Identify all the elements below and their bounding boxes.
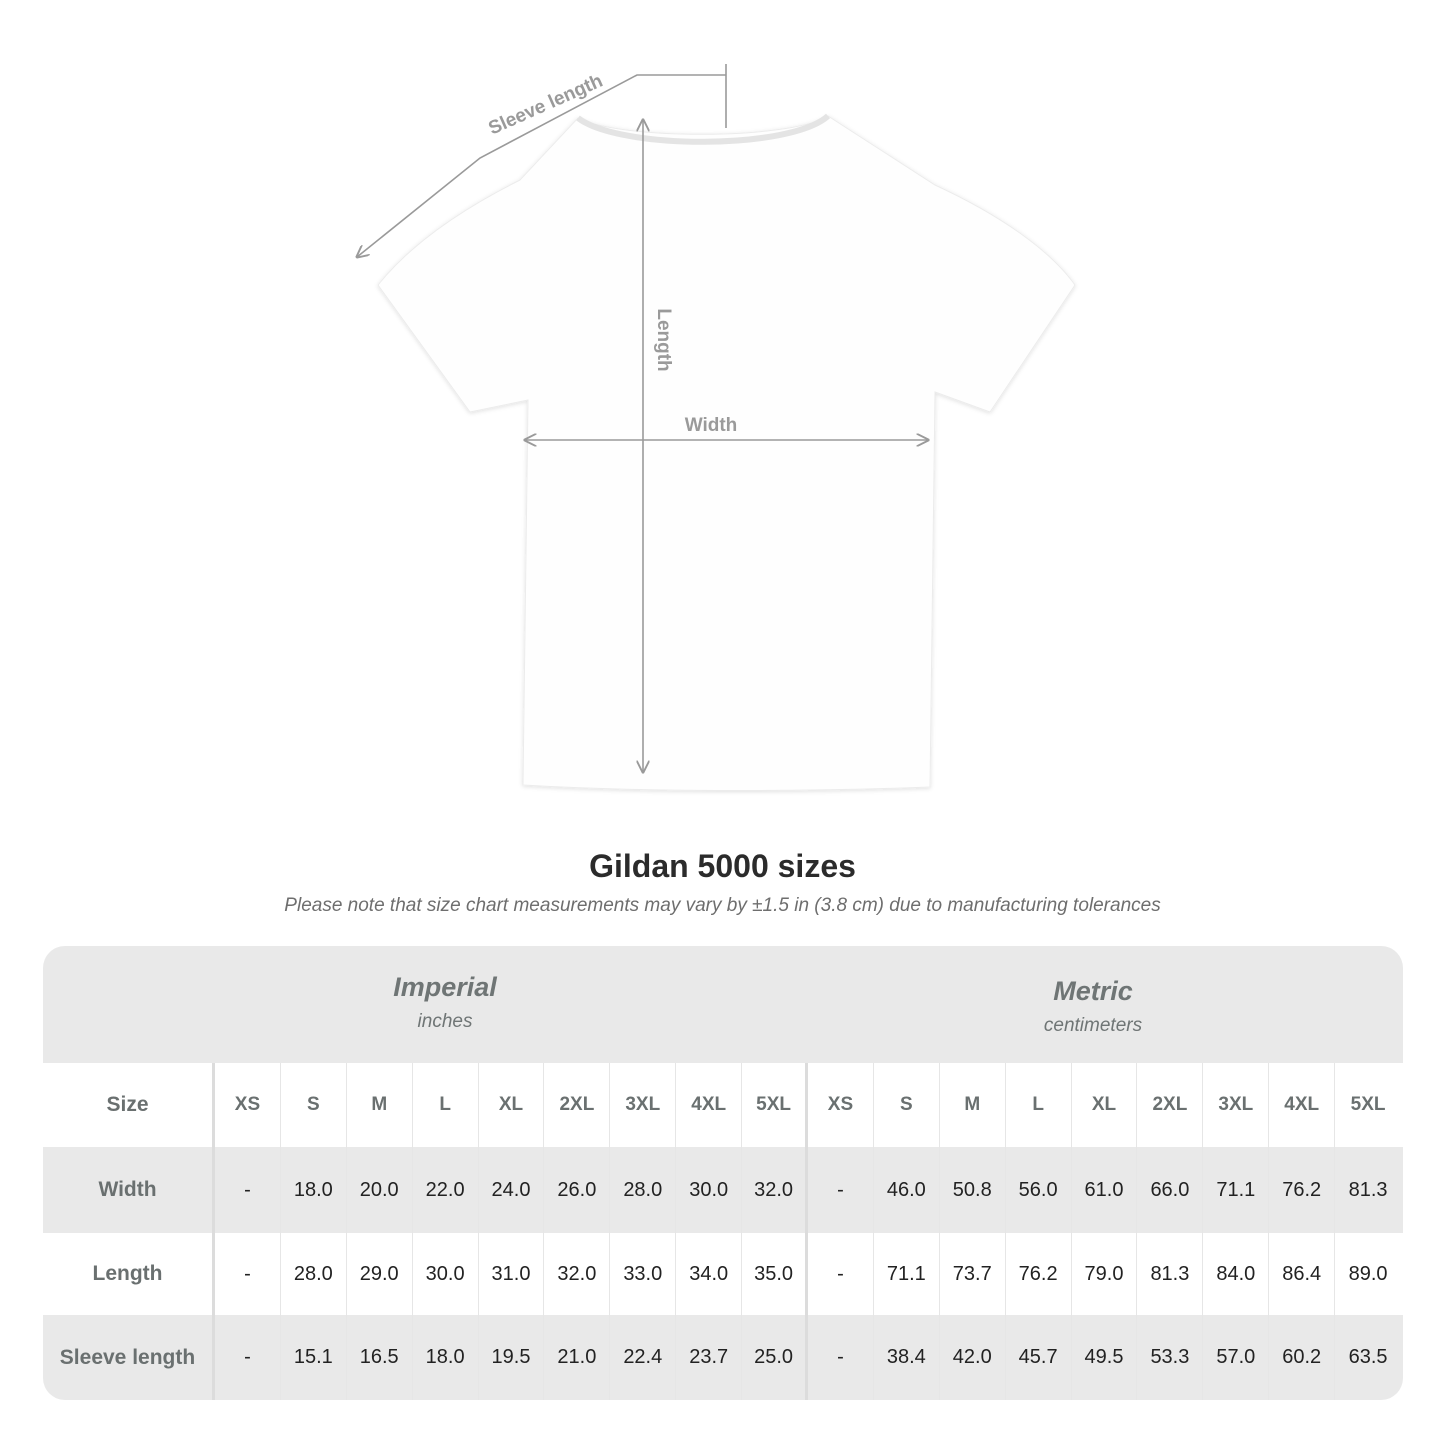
table-row: Length -28.0 29.0 30.0 31.0 32.0 33.0 34.0 35.0-…	[43, 1233, 1403, 1315]
table-cell-metric: 76.2	[1269, 1147, 1336, 1233]
table-cell-metric: 49.5	[1072, 1315, 1138, 1400]
row-label: Width	[43, 1147, 215, 1233]
table-cell-metric: 46.0	[874, 1147, 940, 1233]
table-cell-imperial: 15.1	[281, 1315, 347, 1400]
size-header-metric: XL	[1072, 1063, 1138, 1147]
table-cell-metric: 61.0	[1072, 1147, 1138, 1233]
size-header-imperial: S	[281, 1063, 347, 1147]
metric-title: Metric	[1053, 976, 1133, 1006]
sleeve-length-line	[357, 74, 726, 257]
width-label: Width	[685, 415, 738, 436]
table-cell-metric: 66.0	[1137, 1147, 1204, 1233]
row-label: Sleeve length	[43, 1315, 215, 1400]
tolerance-note: Please note that size chart measurements…	[284, 895, 1161, 916]
size-header-metric: 5XL	[1350, 1094, 1386, 1115]
tshirt-shape	[377, 115, 1076, 792]
table-cell-imperial: 18.0	[413, 1315, 479, 1400]
table-cell-metric: 38.4	[874, 1315, 940, 1400]
size-header-metric: M	[940, 1063, 1006, 1147]
size-header-imperial: L	[413, 1063, 479, 1147]
table-cell-imperial: 35.0	[742, 1233, 809, 1315]
metric-unit: centimeters	[1043, 1015, 1143, 1036]
table-cell-metric: 53.3	[1137, 1315, 1204, 1400]
table-cell-metric: 56.0	[1006, 1147, 1072, 1233]
size-header-imperial: XS	[215, 1063, 281, 1147]
size-header-metric: 2XL	[1137, 1063, 1204, 1147]
imperial-header: Imperial inches	[215, 972, 675, 1033]
table-cell-metric: -	[808, 1147, 874, 1233]
table-cell-metric: 45.7	[1006, 1315, 1072, 1400]
table-cell-metric: 73.7	[940, 1233, 1006, 1315]
size-header-imperial: 4XL	[676, 1063, 743, 1147]
table-cell-metric: 81.3	[1348, 1178, 1388, 1201]
row-band	[43, 1315, 1403, 1400]
table-cell-imperial: -	[215, 1315, 281, 1400]
table-cell-metric: 42.0	[940, 1315, 1006, 1400]
table-cell-imperial: 21.0	[544, 1315, 611, 1400]
table-cell-imperial: 19.5	[479, 1315, 545, 1400]
table-cell-imperial: 34.0	[676, 1233, 743, 1315]
size-header-imperial: 5XL	[742, 1063, 809, 1147]
size-header-imperial: M	[347, 1063, 413, 1147]
header-band	[43, 946, 1403, 1063]
table-cell-imperial: 30.0	[676, 1147, 743, 1233]
table-cell-metric: -	[808, 1315, 874, 1400]
table-cell-metric: 86.4	[1269, 1233, 1336, 1315]
table-cell-metric: 57.0	[1203, 1315, 1270, 1400]
table-cell-imperial: 32.0	[742, 1147, 809, 1233]
table-cell-imperial: -	[215, 1233, 281, 1315]
collar	[576, 113, 830, 145]
size-header-metric: L	[1006, 1063, 1072, 1147]
table-cell-imperial: 28.0	[610, 1147, 677, 1233]
table-cell-metric: 71.1	[1203, 1147, 1270, 1233]
size-header-metric: 4XL	[1269, 1063, 1336, 1147]
row-label: Size	[43, 1063, 215, 1147]
table-cell-imperial: 33.0	[610, 1233, 677, 1315]
table-cell-imperial: 30.0	[413, 1233, 479, 1315]
table-cell-imperial: -	[215, 1147, 281, 1233]
table-cell-imperial: 32.0	[544, 1233, 611, 1315]
row-label: Length	[43, 1233, 215, 1315]
row-band	[43, 1147, 1403, 1233]
table-cell-metric: 89.0	[1348, 1262, 1388, 1285]
table-cell-imperial: 22.4	[610, 1315, 677, 1400]
size-header-metric: S	[874, 1063, 940, 1147]
table-cell-imperial: 22.0	[413, 1147, 479, 1233]
table-cell-imperial: 28.0	[281, 1233, 347, 1315]
size-table: Imperial inches Metric centimeters Size X…	[43, 946, 1403, 1400]
size-header-metric: 3XL	[1203, 1063, 1270, 1147]
table-cell-metric: 71.1	[874, 1233, 940, 1315]
size-header-metric: XS	[808, 1063, 874, 1147]
table-cell-imperial: 25.0	[742, 1315, 809, 1400]
table-cell-imperial: 23.7	[676, 1315, 743, 1400]
table-cell-metric: -	[808, 1233, 874, 1315]
tshirt-diagram: Sleeve length Length Width	[0, 64, 1076, 792]
size-header-imperial: 3XL	[610, 1063, 677, 1147]
table-cell-imperial: 31.0	[479, 1233, 545, 1315]
table-cell-metric: 76.2	[1006, 1233, 1072, 1315]
table-cell-metric: 81.3	[1137, 1233, 1204, 1315]
size-header-row: Size XS S M L XL 2XL 3XL 4XL 5XL XS S M L XL 2XL 3XL 4XL 5…	[43, 1063, 1403, 1147]
table-cell-metric: 60.2	[1269, 1315, 1336, 1400]
table-cell-metric: 50.8	[940, 1147, 1006, 1233]
table-row: Sleeve length -15.1 16.5 18.0 19.5 21.0 22.4 23…	[43, 1315, 1403, 1400]
table-cell-imperial: 18.0	[281, 1147, 347, 1233]
table-cell-imperial: 29.0	[347, 1233, 413, 1315]
table-cell-metric: 79.0	[1072, 1233, 1138, 1315]
imperial-title: Imperial	[393, 972, 497, 1002]
table-cell-metric: 63.5	[1348, 1346, 1388, 1368]
size-header-imperial: 2XL	[544, 1063, 611, 1147]
table-cell-imperial: 16.5	[347, 1315, 413, 1400]
table-cell-imperial: 24.0	[479, 1147, 545, 1233]
metric-header: Metric centimeters	[863, 976, 1323, 1037]
chart-title: Gildan 5000 sizes	[589, 848, 856, 884]
size-header-imperial: XL	[479, 1063, 545, 1147]
table-row: Width -18.0 20.0 22.0 24.0 26.0 28.0 30.0 32.0-4…	[43, 1147, 1403, 1233]
table-cell-metric: 84.0	[1203, 1233, 1270, 1315]
table-cell-imperial: 26.0	[544, 1147, 611, 1233]
length-label: Length	[653, 308, 674, 371]
table-cell-imperial: 20.0	[347, 1147, 413, 1233]
imperial-unit: inches	[417, 1011, 473, 1032]
